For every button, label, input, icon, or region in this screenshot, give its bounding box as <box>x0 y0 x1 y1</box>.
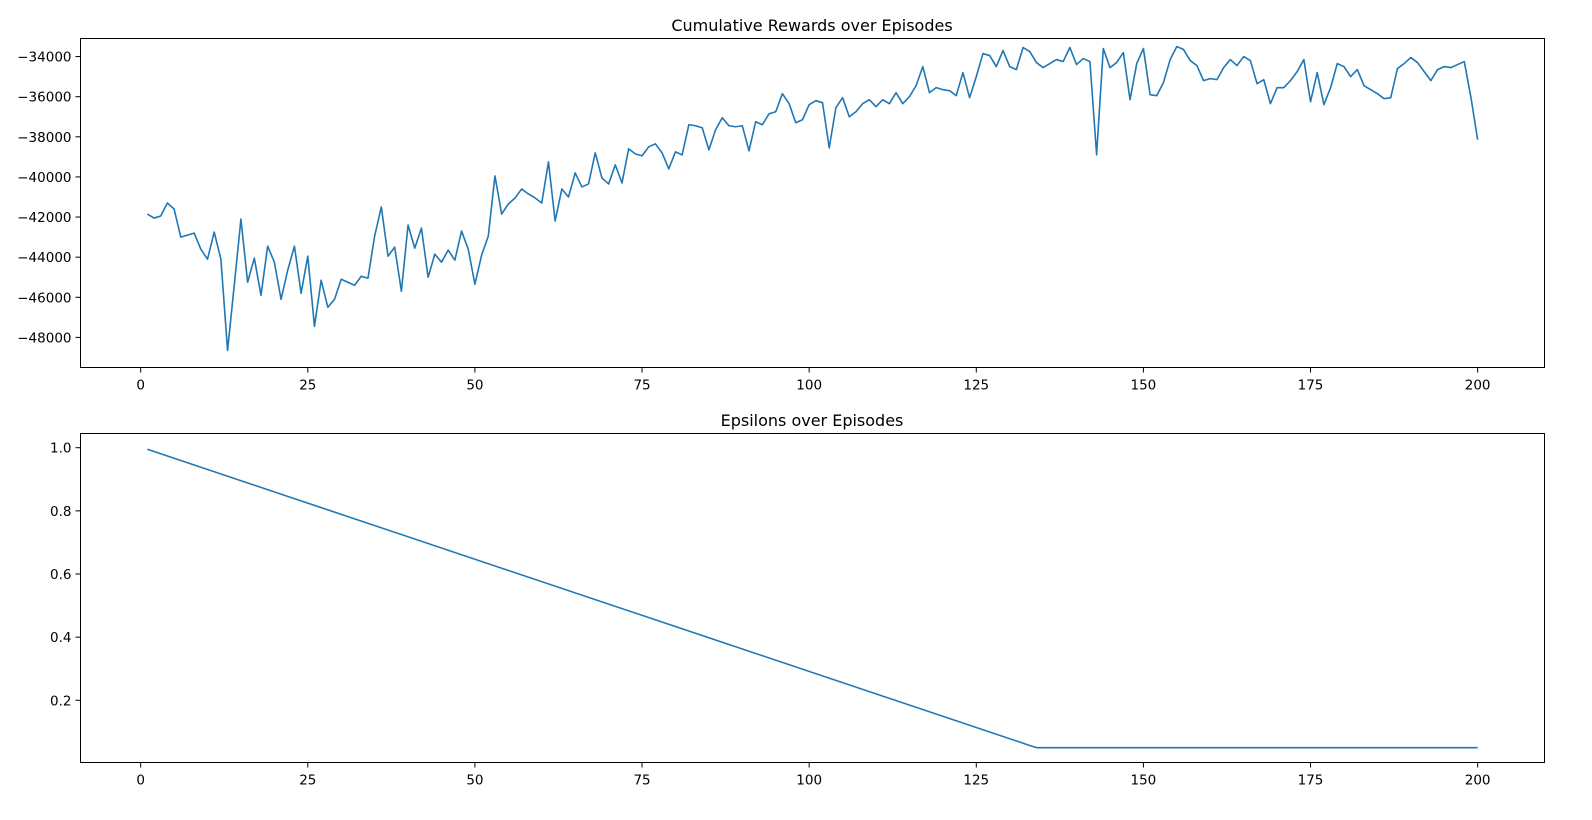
rewards-y-tick-label: −44000 <box>17 250 71 266</box>
epsilon-x-tick-label: 150 <box>1131 773 1157 789</box>
rewards-series-line <box>146 45 1479 352</box>
epsilon-x-tick-label: 200 <box>1465 773 1491 789</box>
rewards-y-axis: −48000 −46000 −44000 −42000 −40000 −38000 −360… <box>17 50 81 346</box>
epsilon-x-tick-label: 50 <box>466 773 483 789</box>
rewards-x-tick-label: 125 <box>963 378 989 394</box>
rewards-y-tick-label: −38000 <box>17 130 71 146</box>
epsilon-x-tick-label: 75 <box>633 773 650 789</box>
rewards-y-tick-label: −40000 <box>17 170 71 186</box>
rewards-chart: Cumulative Rewards over Episodes −48000−… <box>17 16 1545 394</box>
rewards-x-tick-label: 50 <box>466 378 483 394</box>
rewards-y-tick-label: −34000 <box>17 50 71 66</box>
epsilon-chart-title: Epsilons over Episodes <box>721 411 904 430</box>
rewards-x-tick-label: 75 <box>633 378 650 394</box>
epsilon-y-tick-label: 0.2 <box>50 693 71 709</box>
rewards-x-tick-label: 175 <box>1298 378 1324 394</box>
epsilon-x-tick-label: 100 <box>796 773 822 789</box>
rewards-x-axis: 0 25 50 75 100 125 150 175 200 <box>136 367 1491 394</box>
rewards-x-tick-label: 200 <box>1465 378 1491 394</box>
epsilon-y-tick-label: 1.0 <box>50 441 71 457</box>
epsilon-x-axis: 0 25 50 75 100 125 150 175 200 <box>136 762 1491 789</box>
epsilon-x-tick-label: 125 <box>963 773 989 789</box>
rewards-y-tick-label: −36000 <box>17 90 71 106</box>
epsilon-y-axis: 0.2 0.4 0.6 0.8 1.0 <box>50 441 81 709</box>
epsilon-series-line <box>147 448 1478 749</box>
epsilon-x-tick-label: 0 <box>136 773 145 789</box>
epsilon-x-tick-label: 25 <box>299 773 316 789</box>
rewards-y-tick-label: −46000 <box>17 290 71 306</box>
rewards-y-tick-label: −48000 <box>17 330 71 346</box>
epsilon-y-tick-label: 0.6 <box>50 567 71 583</box>
epsilon-y-tick-label: 0.4 <box>50 630 71 646</box>
rewards-x-tick-label: 150 <box>1131 378 1157 394</box>
rewards-plot-area <box>146 45 1479 352</box>
epsilon-axes-frame <box>80 433 1545 763</box>
epsilon-x-tick-label: 175 <box>1298 773 1324 789</box>
epsilon-y-tick-label: 0.8 <box>50 504 71 520</box>
epsilon-plot-area <box>147 448 1478 749</box>
epsilon-chart: Epsilons over Episodes 0.2 0.4 0.6 0.8 1.0 0… <box>50 411 1545 789</box>
rewards-y-tick-label: −42000 <box>17 210 71 226</box>
rewards-chart-title: Cumulative Rewards over Episodes <box>671 16 952 35</box>
rewards-x-tick-label: 100 <box>796 378 822 394</box>
rewards-x-tick-label: 0 <box>136 378 145 394</box>
rewards-axes-frame <box>80 38 1545 368</box>
rewards-x-tick-label: 25 <box>299 378 316 394</box>
